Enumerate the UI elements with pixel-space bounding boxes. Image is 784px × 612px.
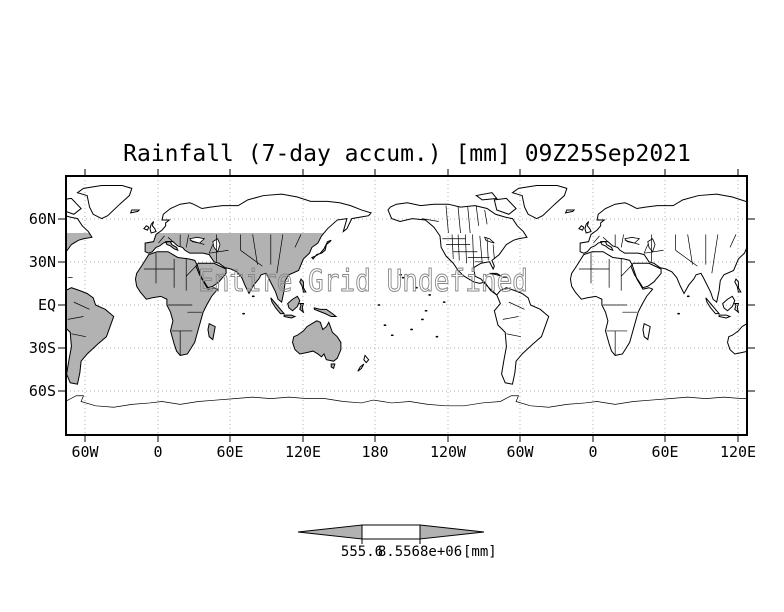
colorbar-max-label: 8.5568e+06 <box>378 544 462 560</box>
lon-label-9: 60E <box>651 443 678 461</box>
lon-label-7: 60W <box>506 443 534 461</box>
lon-label-6: 120W <box>430 443 467 461</box>
lon-label-3: 60E <box>216 443 243 461</box>
lat-label-30s: 30S <box>29 339 56 357</box>
axis-ticks <box>58 169 755 442</box>
lon-label-4: 120E <box>285 443 321 461</box>
plot-title: Rainfall (7-day accum.) [mm] 09Z25Sep202… <box>123 141 691 167</box>
lon-label-2: 0 <box>153 443 162 461</box>
grid-undefined-message: Entire Grid Undefined <box>198 264 528 299</box>
lon-label-10: 120E <box>720 443 756 461</box>
colorbar-right-arrow <box>419 524 485 540</box>
colorbar-box <box>361 524 421 540</box>
lat-label-60n: 60N <box>29 210 56 228</box>
world-map-figure: Entire Grid Undefined 60N 30N EQ 30S 60S… <box>29 169 756 461</box>
colorbar-min-label: 555.6 <box>341 544 383 560</box>
colorbar-units-label: [mm] <box>463 544 497 560</box>
latitude-axis-labels: 60N 30N EQ 30S 60S <box>29 210 56 400</box>
longitude-axis-labels: 60W 0 60E 120E 180 120W 60W 0 60E 120E <box>71 443 756 461</box>
lat-label-eq: EQ <box>38 296 56 314</box>
lat-label-30n: 30N <box>29 253 56 271</box>
colorbar-left-arrow <box>297 524 363 540</box>
lon-label-5: 180 <box>361 443 388 461</box>
lat-label-60s: 60S <box>29 382 56 400</box>
lon-label-1: 60W <box>71 443 99 461</box>
colorbar: 555.6 8.5568e+06 [mm] <box>297 524 497 560</box>
graticule <box>66 176 747 435</box>
colorbar-ticks <box>361 539 421 544</box>
lon-label-8: 0 <box>588 443 597 461</box>
map-area: Entire Grid Undefined <box>66 176 747 435</box>
